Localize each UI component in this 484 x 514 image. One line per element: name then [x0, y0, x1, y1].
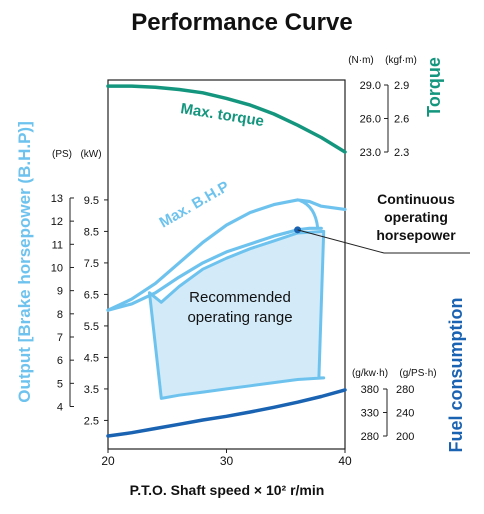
recommended-label-line: operating range — [187, 309, 292, 326]
fuel-axis-title: Fuel consumption — [446, 298, 466, 453]
x-tick-label: 40 — [338, 454, 352, 468]
continuous-label-line: operating — [384, 209, 448, 225]
ps-unit-label: (PS) — [52, 149, 72, 160]
kw-tick-label: 6.5 — [84, 289, 99, 301]
ps-tick-label: 12 — [51, 216, 63, 228]
fuel-kwh-tick-label: 280 — [361, 431, 379, 443]
x-tick-label: 30 — [220, 454, 234, 468]
x-tick-label: 20 — [101, 454, 115, 468]
kw-tick-label: 2.5 — [84, 415, 99, 427]
ps-tick-label: 6 — [57, 355, 63, 367]
kw-tick-label: 3.5 — [84, 384, 99, 396]
max-bhp-label: Max. B.H.P — [157, 178, 233, 231]
ps-tick-label: 8 — [57, 309, 63, 321]
torque-nm-tick-label: 26.0 — [360, 114, 381, 126]
fuel-kwh-tick-label: 330 — [361, 408, 379, 420]
torque-nm-unit: (N·m) — [348, 55, 374, 66]
torque-nm-tick-label: 29.0 — [360, 80, 381, 92]
ps-tick-label: 13 — [51, 193, 63, 205]
kw-tick-label: 5.5 — [84, 321, 99, 333]
x-axis: 20 30 40 P.T.O. Shaft speed × 10² r/min — [101, 449, 352, 498]
ps-tick-label: 7 — [57, 332, 63, 344]
recommended-range-area — [148, 229, 326, 400]
x-axis-title: P.T.O. Shaft speed × 10² r/min — [130, 482, 325, 498]
kw-tick-label: 8.5 — [84, 226, 99, 238]
series-line-fuel-consumption — [106, 388, 347, 438]
left-axis: (PS) (kW) 13 12 11 10 9 8 7 6 5 4 9.5 8.5 7.5 6.5 5.5 4.5… — [15, 121, 108, 427]
fuel-psh-tick-label: 240 — [396, 408, 414, 420]
ps-tick-label: 10 — [51, 262, 63, 274]
fuel-psh-unit: (g/PS·h) — [399, 368, 436, 379]
series-line-max-b-h-p — [106, 198, 347, 312]
kw-tick-label: 4.5 — [84, 352, 99, 364]
fuel-kwh-unit: (g/kw·h) — [352, 368, 388, 379]
chart-title: Performance Curve — [131, 9, 352, 36]
series-line-continuous-operating-horsepower — [106, 226, 323, 312]
ps-tick-label: 4 — [57, 402, 63, 414]
torque-kgfm-tick-label: 2.6 — [394, 114, 409, 126]
kw-tick-label: 7.5 — [84, 258, 99, 270]
series-layer — [106, 84, 347, 438]
torque-kgfm-unit: (kgf·m) — [385, 55, 417, 66]
right-axis: (N·m) (kgf·m) 29.0 2.9 26.0 2.6 23.0 2.3 Torque (… — [348, 55, 466, 453]
ps-tick-label: 11 — [52, 239, 63, 251]
torque-nm-tick-label: 23.0 — [360, 147, 381, 159]
ps-tick-label: 5 — [57, 378, 63, 390]
fuel-psh-tick-label: 280 — [396, 384, 414, 396]
left-axis-title: Output [Brake horsepower (B.H.P)] — [15, 121, 34, 402]
recommended-label-line: Recommended — [189, 289, 291, 306]
kw-tick-label: 9.5 — [84, 195, 99, 207]
continuous-leader-line — [297, 229, 470, 254]
series-connector — [299, 199, 320, 229]
continuous-label-line: Continuous — [377, 191, 455, 207]
fuel-psh-tick-label: 200 — [396, 431, 414, 443]
recommended-range-layer — [148, 229, 326, 400]
kw-unit-label: (kW) — [80, 149, 101, 160]
ps-tick-label: 9 — [57, 286, 63, 298]
torque-axis-title: Torque — [424, 57, 444, 117]
torque-kgfm-tick-label: 2.3 — [394, 147, 409, 159]
series-line-max-torque — [106, 84, 347, 154]
continuous-label-line: horsepower — [376, 227, 456, 243]
fuel-kwh-tick-label: 380 — [361, 384, 379, 396]
torque-kgfm-tick-label: 2.9 — [394, 80, 409, 92]
